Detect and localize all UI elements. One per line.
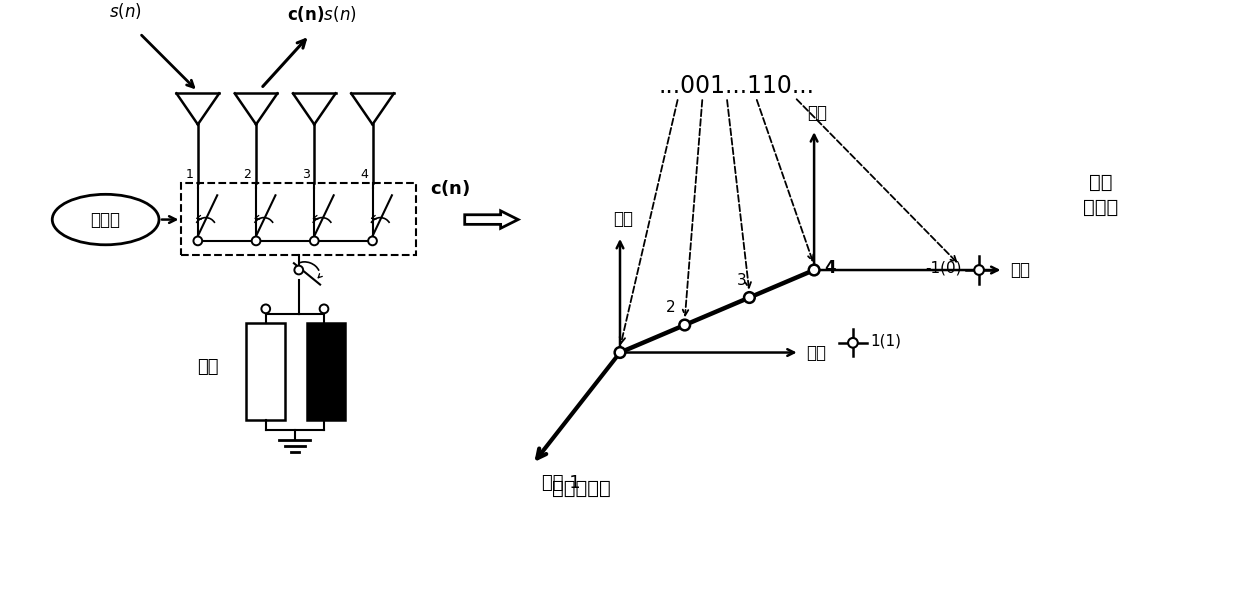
Bar [247, 323, 285, 421]
Circle shape [975, 265, 985, 275]
Text: $\mathbf{c(n)}$$s(n)$: $\mathbf{c(n)}$$s(n)$ [288, 4, 357, 23]
Text: 信号: 信号 [1089, 173, 1112, 192]
Text: -1(0): -1(0) [925, 260, 962, 275]
Circle shape [252, 236, 260, 245]
Text: 虚部: 虚部 [807, 104, 827, 122]
Text: 阻抗: 阻抗 [197, 358, 218, 376]
Text: 控制器: 控制器 [91, 211, 120, 229]
Text: 4: 4 [360, 168, 368, 181]
Text: 实部: 实部 [806, 344, 826, 362]
Ellipse shape [52, 194, 159, 245]
Circle shape [320, 304, 329, 313]
Circle shape [680, 320, 689, 331]
Text: 虚部: 虚部 [613, 210, 632, 228]
FancyArrow shape [465, 211, 518, 228]
Circle shape [310, 236, 319, 245]
Circle shape [193, 236, 202, 245]
Circle shape [848, 338, 858, 347]
Text: 2: 2 [666, 301, 676, 316]
Bar [181, 182, 417, 256]
Circle shape [294, 266, 303, 274]
Text: $s(n)$: $s(n)$ [109, 1, 141, 20]
Text: 3: 3 [301, 168, 310, 181]
Text: $\mathbf{c(n)}$: $\mathbf{c(n)}$ [430, 178, 470, 198]
Text: 天线 1: 天线 1 [542, 474, 582, 492]
Text: 1(1): 1(1) [870, 334, 901, 349]
Text: 空间星座点: 空间星座点 [552, 479, 610, 498]
Text: 实部: 实部 [1011, 261, 1030, 279]
Circle shape [808, 265, 820, 275]
Text: 星座点: 星座点 [1083, 197, 1118, 217]
Text: ...001...110...: ...001...110... [658, 74, 815, 98]
Circle shape [744, 292, 755, 303]
Text: 3: 3 [737, 273, 746, 288]
Text: 4: 4 [823, 259, 836, 277]
Circle shape [615, 347, 625, 358]
Text: 1: 1 [185, 168, 193, 181]
Bar [306, 323, 346, 421]
Circle shape [262, 304, 270, 313]
Text: 2: 2 [243, 168, 252, 181]
Circle shape [368, 236, 377, 245]
